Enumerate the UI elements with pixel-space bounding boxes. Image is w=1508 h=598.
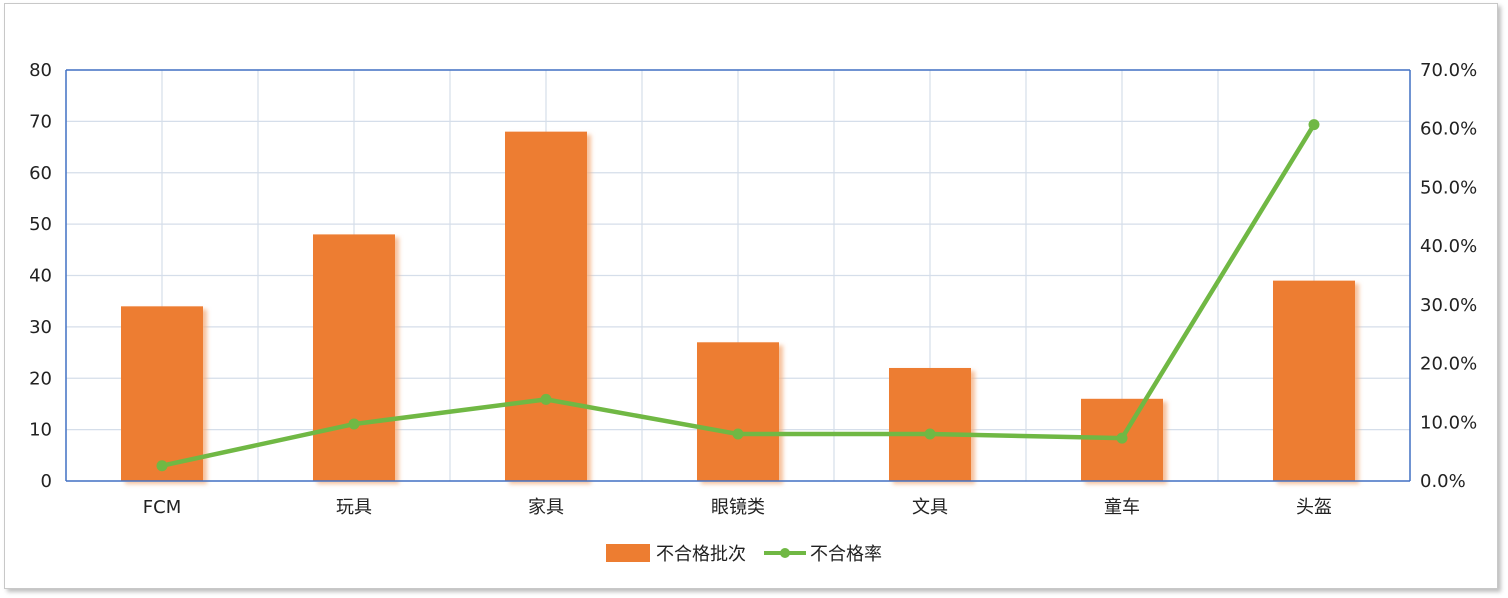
left-tick-label: 80 <box>29 60 52 81</box>
line-point <box>540 393 552 405</box>
right-tick-label: 20.0% <box>1420 354 1477 375</box>
right-tick-label: 70.0% <box>1420 60 1477 81</box>
chart-frame <box>4 3 1498 589</box>
bar <box>1273 280 1355 481</box>
category-label: 玩具 <box>336 497 372 518</box>
right-tick-label: 50.0% <box>1420 177 1477 198</box>
axes <box>65 69 1411 482</box>
left-tick-label: 30 <box>29 317 52 338</box>
legend-label-line: 不合格率 <box>810 544 882 565</box>
category-label: 头盔 <box>1296 497 1332 518</box>
category-label: FCM <box>143 497 181 518</box>
legend-swatch-marker <box>780 548 790 558</box>
category-label: 眼镜类 <box>711 497 765 518</box>
line-point <box>1308 119 1320 131</box>
line-point <box>924 428 936 440</box>
line-point <box>1116 432 1128 444</box>
left-tick-label: 20 <box>29 368 52 389</box>
left-tick-label: 40 <box>29 266 52 287</box>
left-tick-label: 60 <box>29 163 52 184</box>
right-tick-label: 40.0% <box>1420 236 1477 257</box>
bar <box>313 234 395 481</box>
legend: 不合格批次 不合格率 <box>606 544 882 565</box>
left-tick-label: 10 <box>29 420 52 441</box>
bar <box>889 367 971 481</box>
right-tick-label: 10.0% <box>1420 412 1477 433</box>
bar <box>697 342 779 481</box>
bar <box>121 306 203 481</box>
category-label: 文具 <box>912 497 948 518</box>
line-point <box>732 428 744 440</box>
right-tick-label: 60.0% <box>1420 119 1477 140</box>
legend-swatch-bar <box>606 544 650 562</box>
line-series <box>156 119 1320 472</box>
right-tick-label: 30.0% <box>1420 295 1477 316</box>
left-axis-ticks: 0 10 20 30 40 50 60 70 80 <box>29 60 52 492</box>
category-label: 家具 <box>528 497 564 518</box>
right-tick-label: 0.0% <box>1420 471 1466 492</box>
line-point <box>156 460 168 472</box>
left-tick-label: 50 <box>29 214 52 235</box>
right-axis-ticks: 0.0% 10.0% 20.0% 30.0% 40.0% 50.0% 60.0% 70.0% <box>1420 60 1477 492</box>
category-labels: FCM 玩具 家具 眼镜类 文具 童车 头盔 <box>143 497 1332 518</box>
category-label: 童车 <box>1104 497 1140 518</box>
line-point <box>348 418 360 430</box>
left-tick-label: 70 <box>29 111 52 132</box>
left-tick-label: 0 <box>41 471 52 492</box>
bar <box>505 131 587 481</box>
legend-label-bar: 不合格批次 <box>656 544 746 565</box>
